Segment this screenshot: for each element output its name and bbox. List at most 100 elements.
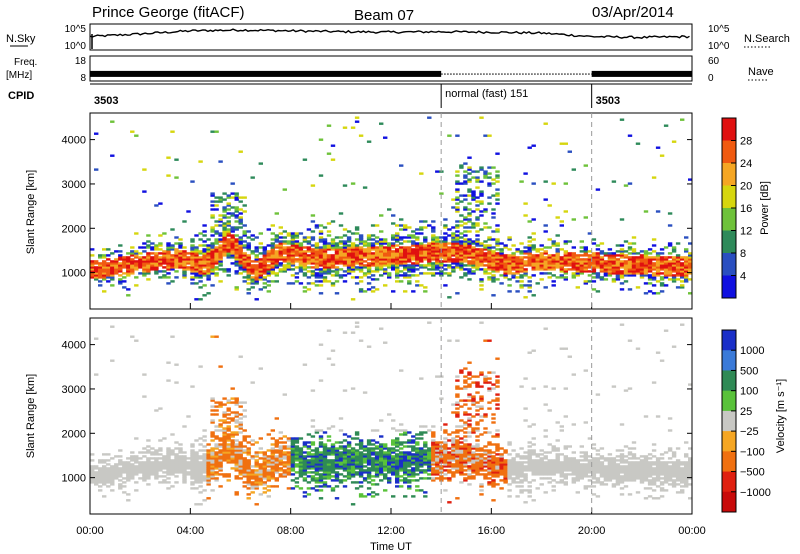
velocity-cell-2220 bbox=[563, 465, 568, 468]
power-cell-1610 bbox=[443, 246, 448, 249]
velocity-cell-783 bbox=[270, 447, 275, 450]
velocity-cell-349 bbox=[194, 475, 199, 478]
power-cell-2660 bbox=[684, 236, 689, 239]
power-cell-2494 bbox=[643, 282, 649, 285]
power-cell-2629 bbox=[675, 254, 681, 257]
velocity-cell-1647 bbox=[451, 451, 456, 454]
power-cell-1597 bbox=[439, 192, 444, 195]
power-cell-311 bbox=[182, 252, 187, 255]
velocity-cell-1735 bbox=[463, 439, 468, 442]
power-cell-1999 bbox=[503, 246, 508, 249]
power-cell-2464 bbox=[631, 250, 637, 253]
power-cell-2654 bbox=[684, 262, 689, 265]
power-cell-317 bbox=[186, 262, 191, 265]
velocity-cell-1753 bbox=[467, 475, 472, 478]
power-cell-297 bbox=[178, 242, 183, 245]
power-cell-2662 bbox=[688, 278, 693, 281]
velocity-cell-2037 bbox=[515, 469, 520, 472]
power-cell-1083 bbox=[334, 260, 340, 263]
power-cell-116 bbox=[126, 260, 131, 263]
power-cell-1483 bbox=[415, 232, 420, 235]
power-cell-908 bbox=[298, 242, 304, 245]
velocity-cell-1499 bbox=[419, 437, 424, 440]
velocity-cell-1871 bbox=[483, 473, 488, 476]
power-cell-1442 bbox=[407, 240, 412, 243]
velocity-cell-742 bbox=[262, 465, 267, 468]
power-cell-442 bbox=[210, 228, 215, 231]
power-cell-748 bbox=[262, 248, 267, 251]
velocity-cell-1932 bbox=[491, 457, 496, 460]
power-cell-2619 bbox=[675, 274, 681, 277]
power-cell-2357 bbox=[603, 266, 609, 269]
power-cell-1245 bbox=[366, 242, 372, 245]
velocity-cell-1943 bbox=[491, 371, 496, 374]
power-cell-2396 bbox=[615, 266, 621, 269]
power-cell-436 bbox=[210, 248, 215, 251]
power-cell-1958 bbox=[495, 240, 500, 243]
power-cell-1408 bbox=[403, 272, 408, 275]
velocity-cell-434 bbox=[210, 457, 215, 460]
power-cell-983 bbox=[314, 244, 320, 247]
velocity-cell-1725 bbox=[463, 461, 468, 464]
power-cell-1612 bbox=[443, 242, 448, 245]
power-cell-2062 bbox=[523, 284, 528, 287]
power-cell-59 bbox=[106, 248, 111, 251]
velocity-cell-870 bbox=[290, 447, 296, 450]
power-cell-948 bbox=[310, 272, 316, 275]
power-cell-2343 bbox=[599, 266, 605, 269]
velocity-cell-2115 bbox=[535, 487, 540, 490]
velocity-cell-367 bbox=[198, 479, 203, 482]
power-cell-1459 bbox=[411, 244, 416, 247]
velocity-cell-1164 bbox=[350, 451, 356, 454]
power-cell-295 bbox=[178, 246, 183, 249]
velocity-cell-1940 bbox=[491, 399, 496, 402]
velocity-cell-430 bbox=[210, 465, 215, 468]
velocity-cell-995 bbox=[318, 469, 324, 472]
velocity-cell-1449 bbox=[411, 473, 416, 476]
power-cell-2305 bbox=[587, 254, 593, 257]
power-cell-1212 bbox=[358, 134, 364, 137]
power-cell-275 bbox=[174, 260, 179, 263]
power-cell-854 bbox=[286, 234, 292, 237]
power-cell-2666 bbox=[688, 266, 693, 269]
power-cell-2345 bbox=[599, 262, 605, 265]
power-cell-586 bbox=[234, 254, 239, 257]
power-cell-2486 bbox=[639, 264, 645, 267]
power-cell-1945 bbox=[495, 270, 500, 273]
velocity-cell-1251 bbox=[370, 491, 376, 494]
power-cell-441 bbox=[210, 230, 215, 233]
velocity-cell-1724 bbox=[463, 463, 468, 466]
power-cell-2460 bbox=[631, 260, 637, 263]
power-cell-978 bbox=[314, 254, 320, 257]
velocity-cell-1289 bbox=[379, 473, 384, 476]
power-cell-234 bbox=[162, 252, 167, 255]
velocity-cell-1679 bbox=[455, 425, 460, 428]
velocity-cell-1216 bbox=[362, 471, 368, 474]
power-cell-1303 bbox=[379, 240, 384, 243]
power-cell-581 bbox=[234, 264, 239, 267]
power-cell-362 bbox=[194, 234, 199, 237]
velocity-cell-1176 bbox=[354, 463, 360, 466]
velocity-cell-510 bbox=[222, 447, 227, 450]
velocity-cell-1126 bbox=[342, 445, 348, 448]
velocity-cell-786 bbox=[270, 429, 275, 432]
velocity-cell-1558 bbox=[431, 433, 436, 436]
velocity-cell-384 bbox=[202, 489, 207, 492]
power-cell-1812 bbox=[475, 266, 480, 269]
velocity-cell-185 bbox=[146, 439, 151, 442]
power-cell-285 bbox=[174, 158, 179, 161]
power-cell-2138 bbox=[539, 244, 544, 247]
velocity-cell-1465 bbox=[415, 489, 420, 492]
power-cell-2160 bbox=[547, 264, 552, 267]
power-cell-802 bbox=[274, 238, 279, 241]
velocity-cell-1823 bbox=[475, 447, 480, 450]
velocity-cell-1348 bbox=[391, 465, 396, 468]
velocity-cell-797 bbox=[274, 457, 279, 460]
velocity-cell-844 bbox=[286, 465, 292, 468]
velocity-cell-495 bbox=[218, 425, 223, 428]
power-cell-1156 bbox=[350, 262, 356, 265]
velocity-cell-325 bbox=[190, 481, 195, 484]
power-cell-445 bbox=[210, 214, 215, 217]
power-cell-165 bbox=[142, 250, 147, 253]
velocity-cell-377 bbox=[198, 457, 203, 460]
